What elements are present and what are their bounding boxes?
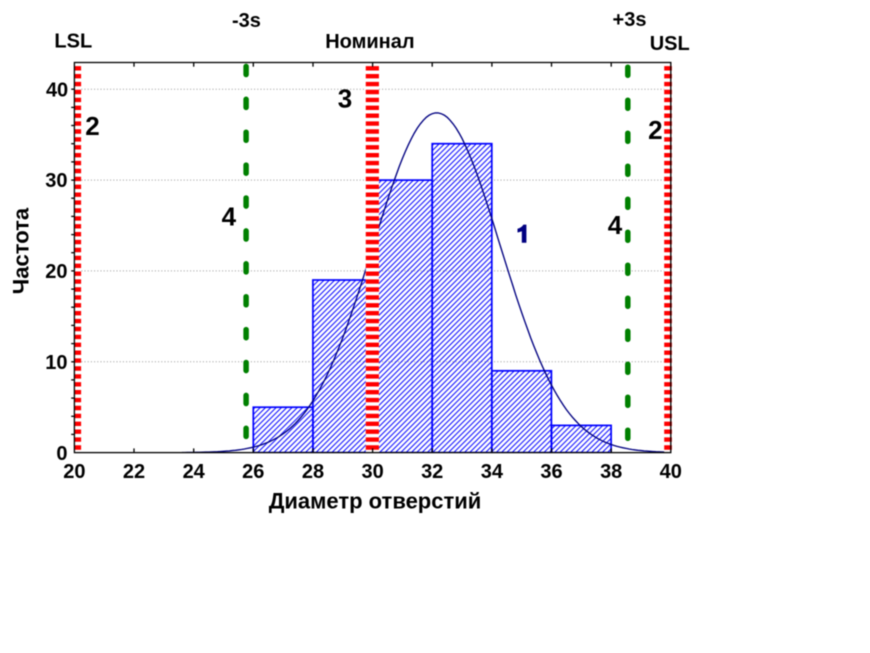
svg-text:10: 10 [45,352,67,374]
svg-text:+3s: +3s [613,9,647,31]
svg-text:24: 24 [183,461,206,483]
svg-text:-3s: -3s [232,10,261,32]
svg-text:LSL: LSL [54,31,92,53]
svg-text:20: 20 [63,461,85,483]
svg-text:40: 40 [660,461,682,483]
svg-text:Номинал: Номинал [325,31,414,53]
svg-text:USL: USL [650,33,690,55]
svg-text:4: 4 [222,202,237,232]
svg-text:0: 0 [56,443,67,465]
svg-text:30: 30 [45,170,67,192]
svg-text:38: 38 [600,461,622,483]
svg-text:20: 20 [45,261,67,283]
svg-text:30: 30 [361,461,383,483]
svg-text:34: 34 [481,461,504,483]
svg-text:26: 26 [242,461,264,483]
svg-text:28: 28 [302,461,324,483]
svg-text:Диаметр отверстий: Диаметр отверстий [269,488,482,513]
svg-text:40: 40 [46,79,68,101]
svg-text:Частота: Частота [9,207,34,294]
svg-text:22: 22 [123,461,145,483]
svg-text:4: 4 [608,210,623,240]
svg-text:2: 2 [648,115,662,145]
svg-text:3: 3 [338,84,352,114]
svg-text:2: 2 [85,111,99,141]
svg-text:36: 36 [540,461,562,483]
svg-text:32: 32 [421,461,443,483]
